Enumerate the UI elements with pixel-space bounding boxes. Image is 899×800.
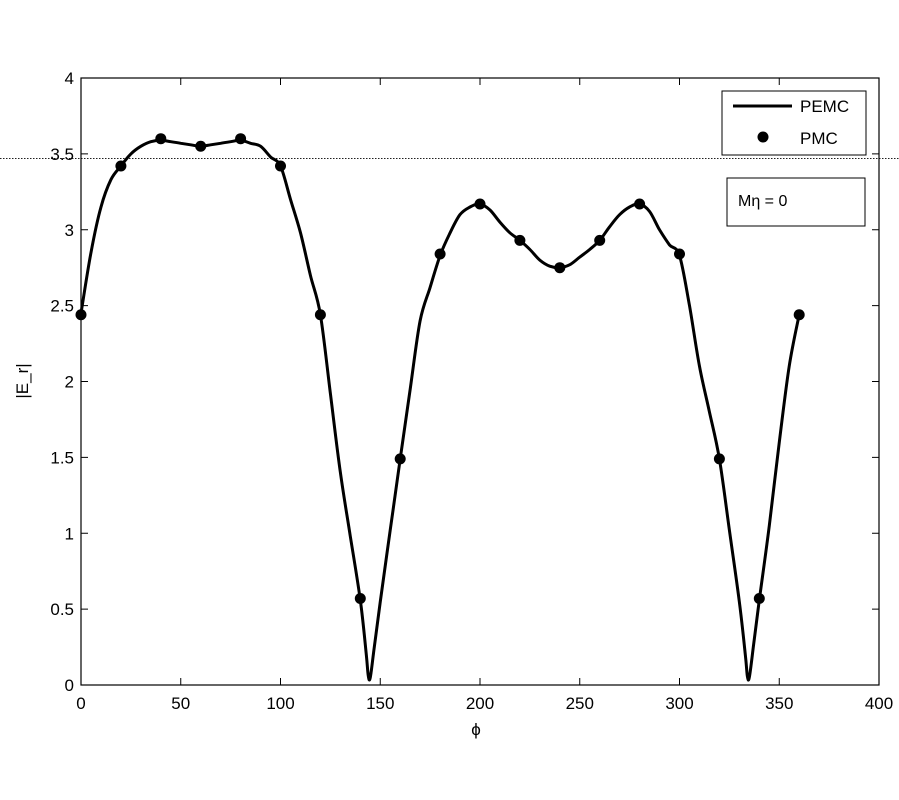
y-axis-label: |E_r| (13, 363, 32, 398)
legend-marker-swatch (757, 131, 769, 143)
data-point-pmc (474, 198, 486, 210)
y-axis-ticks: 0 0.5 1 1.5 2 2.5 3 3.5 4 (50, 69, 879, 695)
y-tick-label: 2.5 (50, 297, 74, 316)
x-tick-label: 350 (765, 694, 793, 713)
series-layer (75, 133, 805, 682)
y-tick-label: 3.5 (50, 145, 74, 164)
x-axis-ticks: 0 50 100 150 200 250 300 350 400 (76, 78, 893, 713)
legend: PEMC PMC (721, 90, 867, 156)
legend-label-pmc: PMC (800, 129, 838, 148)
y-tick-label: 1.5 (50, 448, 74, 467)
y-tick-label: 3 (65, 221, 74, 240)
x-tick-label: 0 (76, 694, 85, 713)
x-tick-label: 50 (171, 694, 190, 713)
x-tick-label: 250 (566, 694, 594, 713)
annotation-text: Mη = 0 (738, 193, 787, 210)
legend-box (721, 90, 867, 156)
data-point-pmc (594, 234, 606, 246)
data-point-pmc (155, 133, 167, 145)
data-point-pmc (554, 262, 566, 274)
data-point-pmc (713, 453, 725, 465)
y-tick-label: 0.5 (50, 600, 74, 619)
data-point-pmc (514, 234, 526, 246)
y-tick-label: 0 (65, 676, 74, 695)
data-point-pmc (394, 453, 406, 465)
x-axis-label: ϕ (471, 720, 481, 739)
data-point-pmc (753, 593, 765, 605)
data-point-pmc (634, 198, 646, 210)
data-point-pmc (314, 309, 326, 321)
data-point-pmc (75, 309, 87, 321)
data-point-pmc (674, 248, 685, 260)
x-tick-label: 100 (266, 694, 294, 713)
legend-label-pemc: PEMC (800, 97, 849, 116)
y-tick-label: 1 (65, 524, 74, 543)
annotation-box: Mη = 0 (726, 177, 866, 227)
data-point-pmc (793, 309, 805, 321)
data-point-pmc (434, 248, 446, 260)
data-point-pmc (115, 160, 127, 172)
y-tick-label: 4 (65, 69, 74, 88)
x-tick-label: 200 (466, 694, 494, 713)
y-tick-label: 2 (65, 373, 74, 392)
x-tick-label: 400 (865, 694, 893, 713)
annotation-frame (726, 177, 866, 227)
x-tick-label: 150 (366, 694, 394, 713)
data-point-pmc (354, 593, 366, 605)
data-point-pmc (275, 160, 286, 172)
data-point-pmc (235, 133, 247, 145)
data-point-pmc (195, 140, 207, 152)
x-tick-label: 300 (665, 694, 693, 713)
